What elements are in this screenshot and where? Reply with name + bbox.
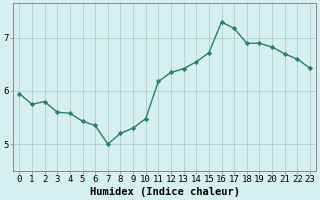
X-axis label: Humidex (Indice chaleur): Humidex (Indice chaleur) [90,186,240,197]
